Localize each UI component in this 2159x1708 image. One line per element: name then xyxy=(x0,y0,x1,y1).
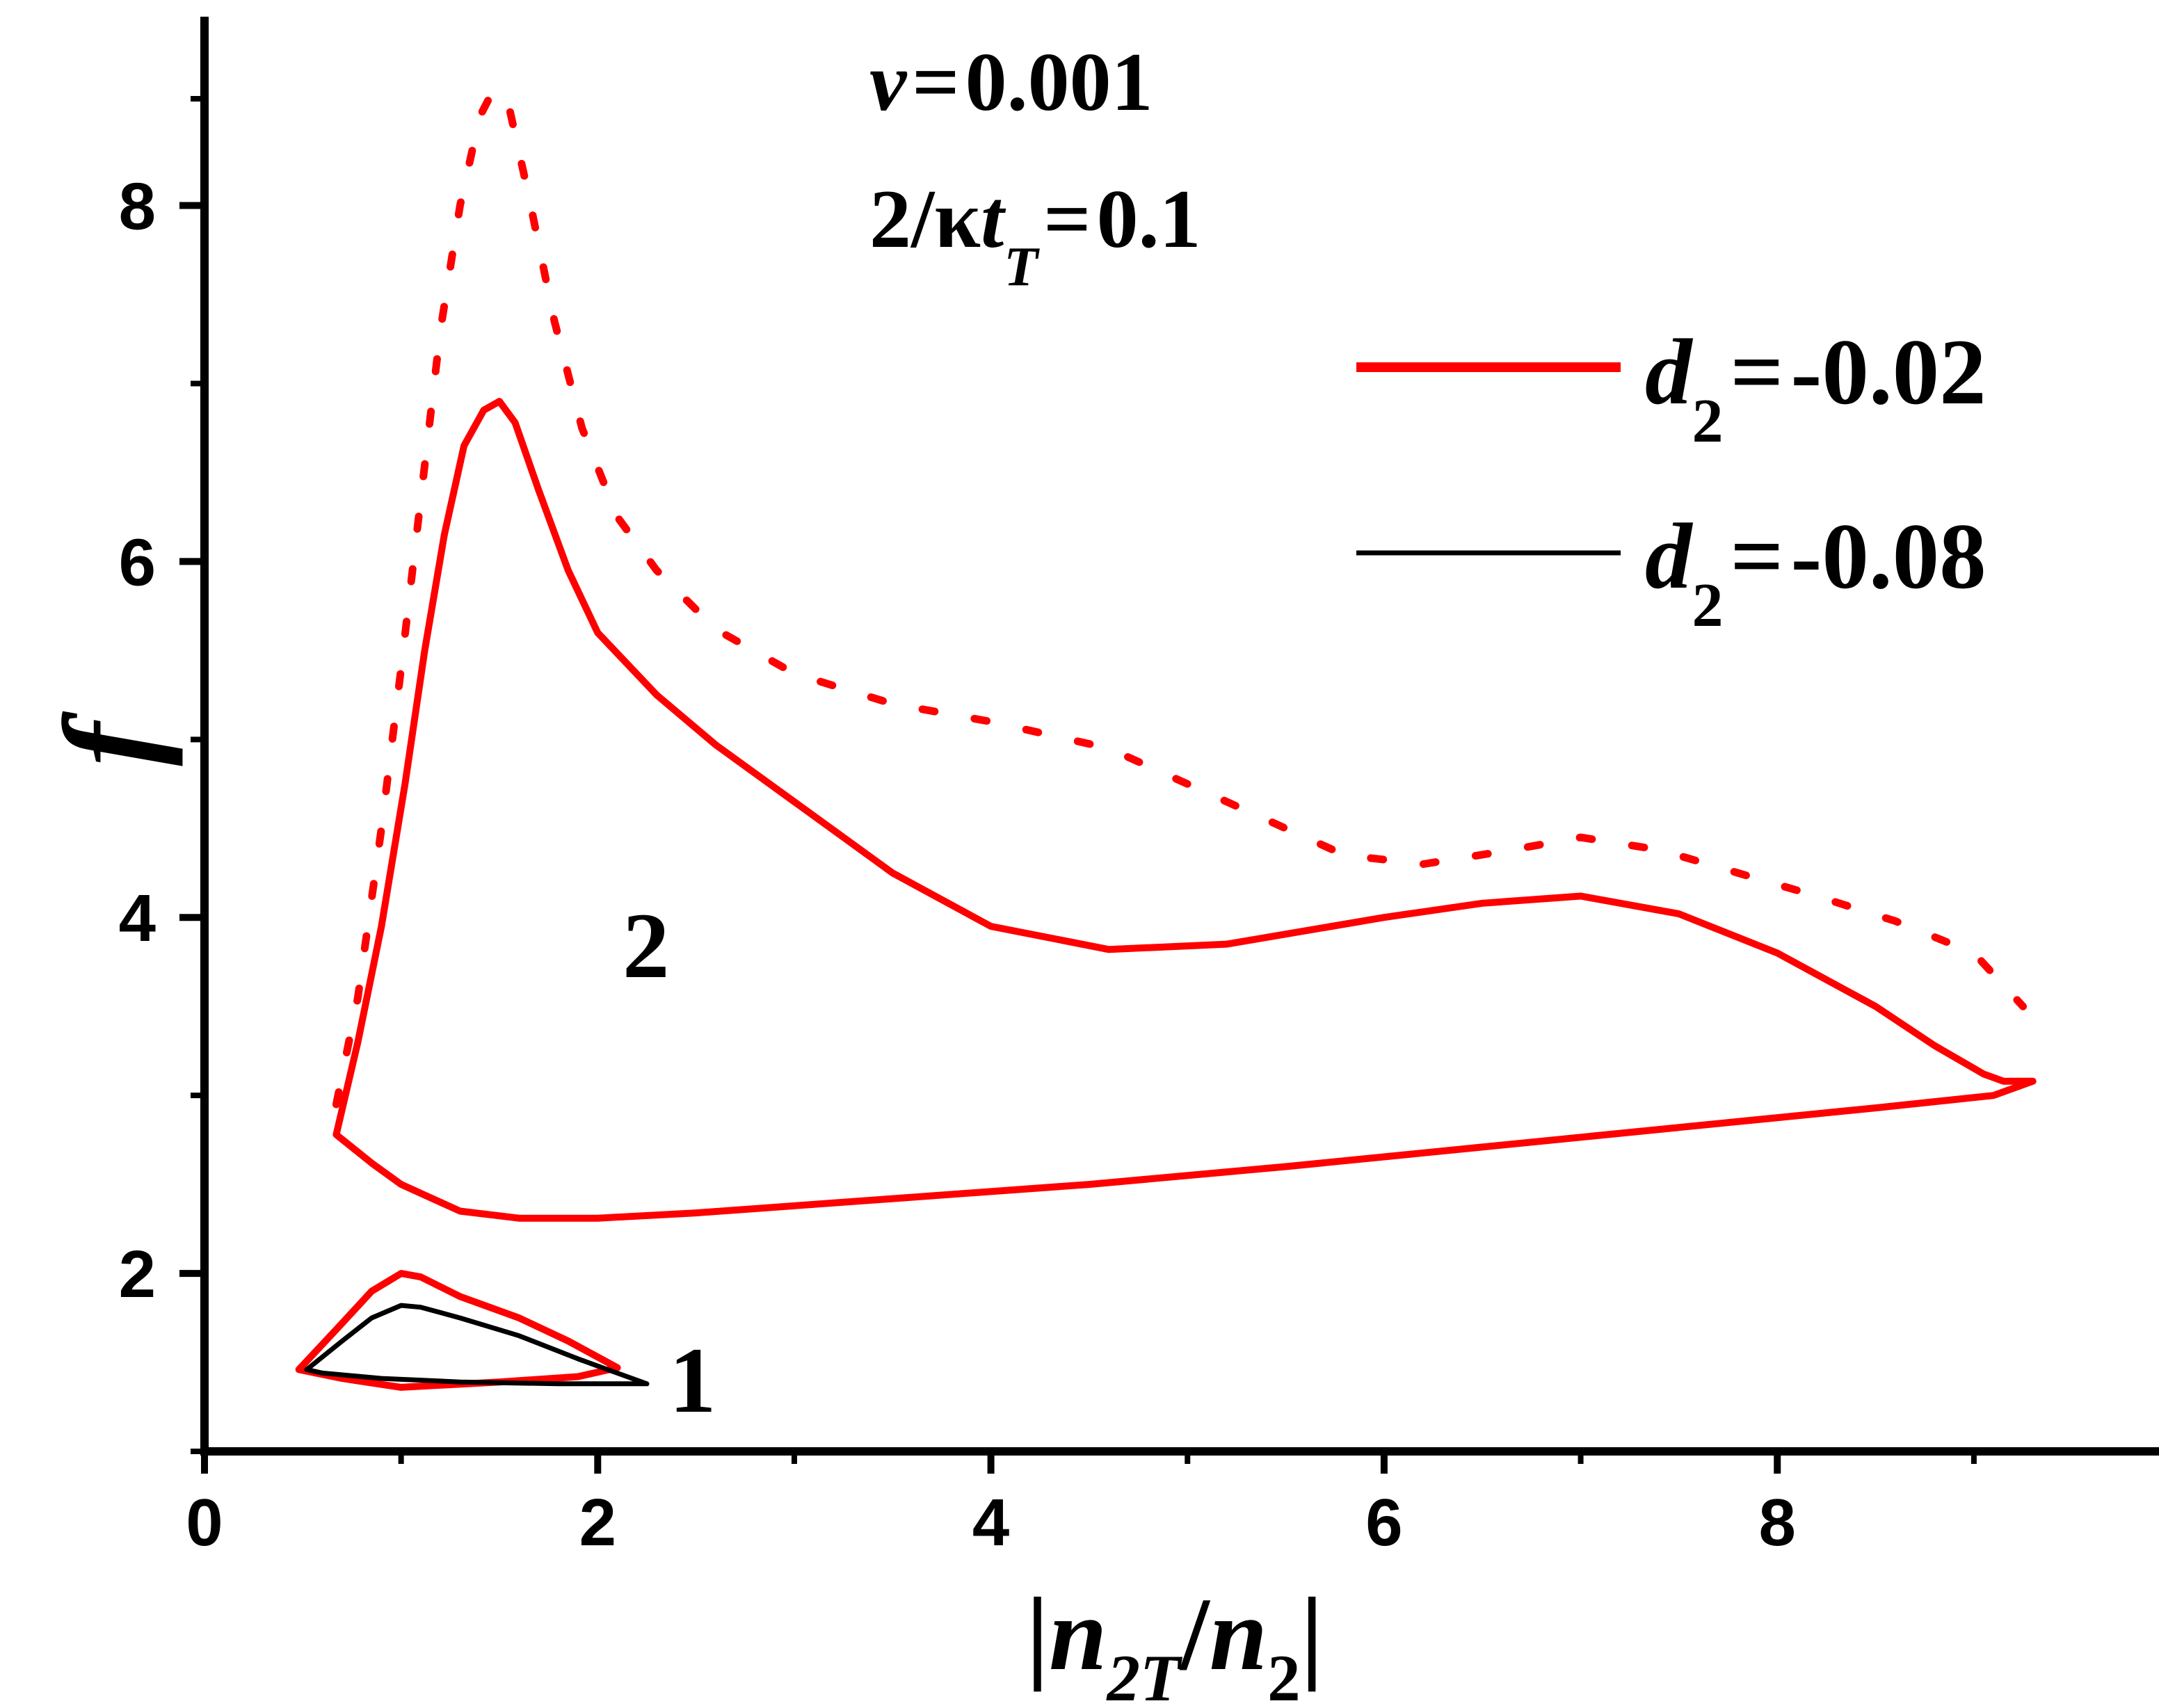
series-line-0 xyxy=(332,398,2037,1222)
x-tick-label: 6 xyxy=(1365,1485,1402,1560)
legend-label-black: d2=-0.08 xyxy=(1645,505,1987,640)
x-tick-label: 2 xyxy=(579,1485,616,1560)
series-line-3 xyxy=(304,1303,650,1387)
legend-label-red: d2=-0.02 xyxy=(1645,321,1987,456)
y-tick-label: 8 xyxy=(119,170,156,244)
tick-group: 0 2 4 6 8 2 4 6 8 xyxy=(119,96,1977,1560)
y-axis-title: f xyxy=(38,711,184,766)
x-axis-title: |n2T/n2| xyxy=(1026,1577,1324,1708)
curve-label-1: 1 xyxy=(669,1329,716,1433)
y-tick-label: 4 xyxy=(119,881,156,956)
series-line-2 xyxy=(295,1270,621,1391)
annotation-nu: ν=0.001 xyxy=(869,35,1153,128)
x-tick-label: 8 xyxy=(1759,1485,1796,1560)
series-layer xyxy=(295,86,2037,1391)
x-tick-label: 4 xyxy=(972,1485,1009,1560)
y-tick-label: 6 xyxy=(119,525,156,599)
curve-label-2: 2 xyxy=(623,894,670,998)
annotation-kt: 2/κtT=0.1 xyxy=(869,172,1201,298)
axes: 0 2 4 6 8 2 4 6 8 xyxy=(119,17,2159,1560)
x-tick-label: 0 xyxy=(186,1485,223,1560)
legend: d2=-0.02 d2=-0.08 xyxy=(1356,321,1987,640)
y-tick-label: 2 xyxy=(119,1237,156,1312)
